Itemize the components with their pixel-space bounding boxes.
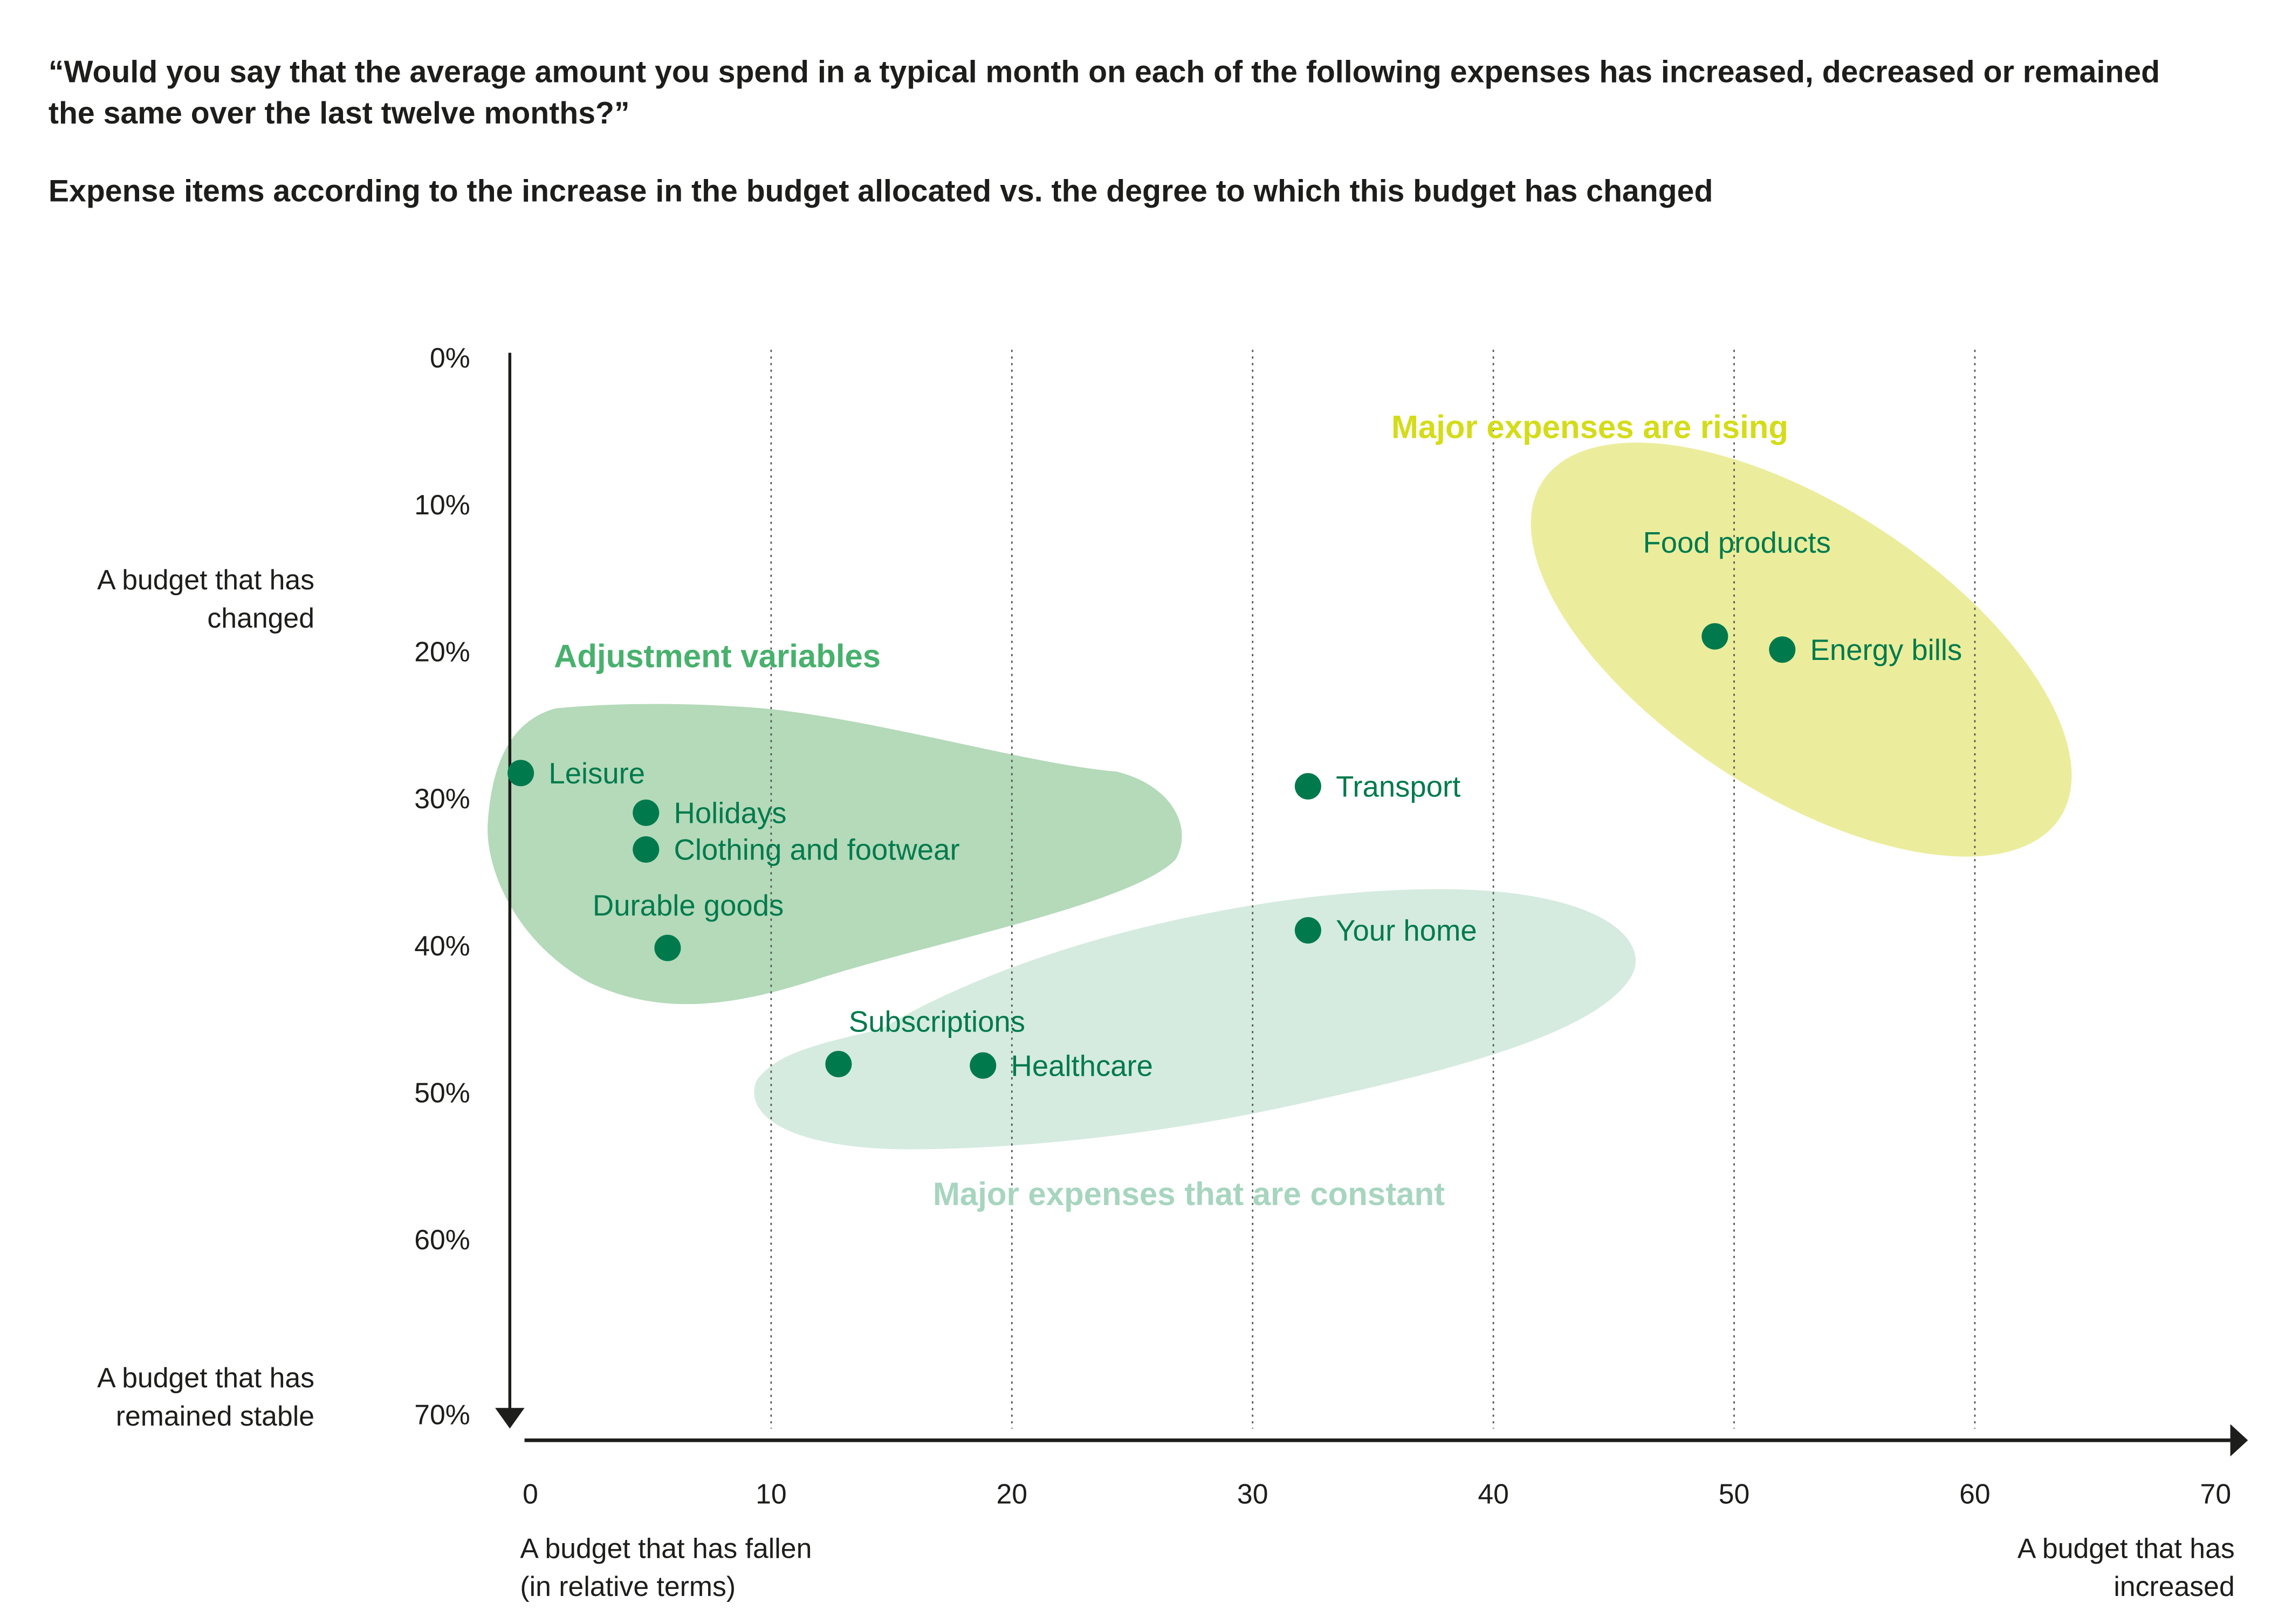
y-tick-label: 60% [414,1224,470,1255]
point-label-subscriptions: Subscriptions [849,1005,1025,1038]
x-tick-label: 0 [523,1478,538,1509]
data-point-transport [1294,773,1321,800]
x-label-high-line-1: A budget that has [2017,1532,2235,1564]
point-label-your-home: Your home [1336,914,1477,947]
data-point-energy-bills [1769,636,1796,663]
x-tick-label: 60 [1959,1478,1991,1509]
y-tick-label: 70% [414,1399,470,1430]
group-label-major-rising: Major expenses are rising [1391,409,1788,445]
x-label-low-line-1: A budget that has fallen [520,1532,812,1564]
data-point-leisure [507,760,534,787]
point-label-energy-bills: Energy bills [1810,634,1962,666]
x-tick-label: 20 [997,1478,1028,1509]
data-point-holidays [633,799,660,826]
region-major-constant [754,889,1636,1150]
point-label-food-products: Food products [1643,526,1831,559]
x-tick-labels: 0 10 20 30 40 50 60 70 [523,1478,2231,1509]
y-tick-label: 40% [414,930,470,961]
y-label-top-line-1: A budget that has [97,564,314,595]
point-label-leisure: Leisure [548,757,645,790]
y-tick-label: 0% [430,342,470,373]
region-adjustment-variables [488,704,1182,1004]
y-tick-label: 30% [414,783,470,814]
y-tick-labels: 0% 10% 20% 30% 40% 50% 60% 70% [414,342,470,1430]
x-tick-label: 10 [756,1478,787,1509]
x-label-high-line-2: increased [2113,1571,2234,1602]
y-axis-arrow [495,1408,525,1429]
y-label-bottom-line-1: A budget that has [97,1362,314,1393]
x-tick-label: 30 [1237,1478,1268,1509]
y-label-top-line-2: changed [207,602,314,634]
data-point-subscriptions [825,1050,852,1078]
y-tick-label: 10% [414,489,470,520]
group-regions [488,442,2072,1150]
data-point-durable-goods [654,934,681,961]
data-points: Leisure Holidays Clothing and footwear Dura… [507,526,1962,1082]
group-label-adjustment-variables: Adjustment variables [554,638,881,674]
data-point-food-products [1701,623,1728,650]
chart-title-line-2: the same over the last twelve months?” [49,96,630,130]
region-major-rising [1531,442,2072,857]
x-tick-label: 50 [1719,1478,1750,1509]
point-label-holidays: Holidays [674,796,787,829]
chart-subtitle: Expense items according to the increase … [49,174,1713,208]
y-tick-label: 50% [414,1077,470,1108]
x-axis-arrow [2230,1424,2248,1457]
data-point-clothing-and-footwear [633,836,660,863]
y-label-bottom-line-2: remained stable [116,1400,314,1432]
data-point-healthcare [970,1052,997,1079]
x-tick-label: 70 [2200,1478,2232,1509]
point-label-durable-goods: Durable goods [593,889,784,922]
group-label-major-constant: Major expenses that are constant [933,1176,1445,1212]
x-tick-label: 40 [1478,1478,1509,1509]
gridlines [770,349,1976,1429]
point-label-clothing-and-footwear: Clothing and footwear [674,834,960,866]
point-label-transport: Transport [1336,770,1460,803]
point-label-healthcare: Healthcare [1011,1049,1152,1082]
data-point-your-home [1294,917,1321,944]
y-tick-label: 20% [414,636,470,668]
x-label-low-line-2: (in relative terms) [520,1571,736,1602]
chart-title-line-1: “Would you say that the average amount y… [49,55,2160,90]
